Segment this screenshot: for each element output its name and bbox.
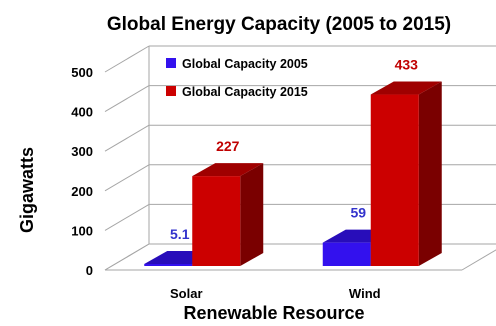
bar-front [322, 242, 371, 266]
legend-label-2015: Global Capacity 2015 [182, 85, 308, 99]
bars [144, 81, 442, 266]
y-tick-label: 200 [71, 184, 93, 199]
legend-swatch-2005 [166, 58, 176, 68]
gridline-side-0 [104, 243, 150, 271]
y-tick-label: 0 [86, 263, 93, 278]
y-tick-label: 100 [71, 223, 93, 238]
bar-front [370, 94, 419, 266]
category-labels: Solar Wind [170, 286, 381, 301]
gridline-side-200 [104, 164, 150, 192]
bar-front [144, 263, 193, 266]
x-tick-label-solar: Solar [170, 286, 203, 301]
data-label-solar-2015: 227 [216, 138, 240, 154]
bar-side [418, 81, 442, 266]
legend-label-2005: Global Capacity 2005 [182, 57, 308, 71]
x-tick-label-wind: Wind [349, 286, 381, 301]
data-label-wind-2005: 59 [350, 205, 366, 221]
y-axis-title: Gigawatts [17, 147, 37, 233]
gridline-side-100 [104, 203, 150, 231]
x-axis-title: Renewable Resource [183, 303, 364, 323]
gridline-side-300 [104, 124, 150, 152]
data-label-solar-2005: 5.1 [170, 226, 190, 242]
bar-side [240, 163, 264, 266]
bar-wind-2015 [370, 81, 442, 266]
data-label-wind-2015: 433 [395, 57, 419, 73]
y-tick-labels: 0 100 200 300 400 500 [71, 65, 93, 278]
y-tick-label: 500 [71, 65, 93, 80]
bar-top [370, 81, 442, 95]
legend-swatch-2015 [166, 86, 176, 96]
gridline-side-400 [104, 85, 150, 113]
gridline-side-500 [104, 45, 150, 73]
floor-right-edge [461, 249, 496, 271]
data-labels: 5.1 227 59 433 [170, 57, 418, 242]
bar-solar-2015 [192, 163, 264, 266]
y-tick-label: 400 [71, 105, 93, 120]
chart-title: Global Energy Capacity (2005 to 2015) [107, 14, 451, 35]
y-tick-label: 300 [71, 144, 93, 159]
bar-front [192, 176, 241, 266]
legend: Global Capacity 2005 Global Capacity 2015 [166, 57, 308, 99]
bar-top [192, 163, 264, 177]
